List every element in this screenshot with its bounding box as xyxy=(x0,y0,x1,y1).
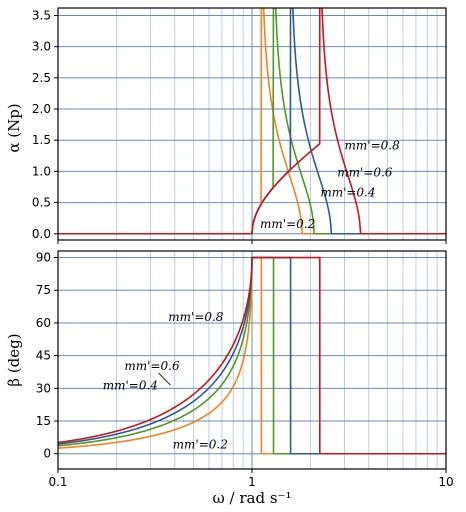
alpha-ytick-label: 2.5 xyxy=(32,71,51,85)
alpha-annotation: mm'=0.8 xyxy=(345,139,401,153)
beta-annotation: mm'=0.6 xyxy=(124,359,180,373)
x-tick-label: 0.1 xyxy=(48,475,67,489)
beta-annotation: mm'=0.8 xyxy=(168,310,224,324)
alpha-series-group xyxy=(58,8,446,235)
alpha-ytick-label: 2.0 xyxy=(32,102,51,116)
beta-series-line-mm04 xyxy=(58,256,446,455)
x-axis-label: ω / rad s⁻¹ xyxy=(213,489,292,507)
alpha-series-line-mm08 xyxy=(58,8,446,235)
alpha-annotation: mm'=0.6 xyxy=(337,165,393,179)
alpha-ytick-label: 0.5 xyxy=(32,196,51,210)
beta-grid xyxy=(58,251,446,469)
alpha-ytick-label: 3.0 xyxy=(32,40,51,54)
alpha-ytick-label: 1.0 xyxy=(32,164,51,178)
beta-series-line-mm06 xyxy=(58,256,446,455)
beta-ytick-label: 0 xyxy=(43,447,51,461)
alpha-y-axis-label: α (Np) xyxy=(5,103,23,152)
beta-series-line-mm08 xyxy=(58,256,446,455)
beta-panel: 0 15 30 45 60 75 90 mm'=0.8 mm'=0.6 mm'=0.4 mm'=0.… xyxy=(36,250,454,489)
alpha-annotation: mm'=0.2 xyxy=(260,217,315,231)
alpha-panel: 0.0 0.5 1.0 1.5 2.0 2.5 3.0 3.5 mm'=0.8 mm'=0.6 mm… xyxy=(32,7,447,244)
x-tick-label: 1 xyxy=(248,475,256,489)
x-tick-label: 10 xyxy=(438,475,453,489)
beta-series-line-mm02 xyxy=(58,256,446,455)
beta-annotation-leader xyxy=(158,372,171,386)
alpha-ytick-label: 0.0 xyxy=(32,227,51,241)
beta-ytick-label: 30 xyxy=(36,381,51,395)
beta-annotation: mm'=0.4 xyxy=(103,378,158,392)
alpha-annotation: mm'=0.4 xyxy=(320,185,375,199)
beta-y-axis-label: β (deg) xyxy=(5,333,23,386)
beta-ytick-label: 15 xyxy=(36,414,51,428)
beta-ytick-label: 45 xyxy=(36,349,51,363)
alpha-grid xyxy=(58,8,446,240)
alpha-ytick-label: 1.5 xyxy=(32,133,51,147)
beta-annotation: mm'=0.2 xyxy=(173,437,228,451)
beta-ytick-label: 90 xyxy=(36,251,51,265)
beta-series-group xyxy=(58,256,446,455)
alpha-ytick-label: 3.5 xyxy=(32,8,51,22)
beta-ytick-label: 75 xyxy=(36,283,51,297)
beta-ytick-label: 60 xyxy=(36,316,51,330)
